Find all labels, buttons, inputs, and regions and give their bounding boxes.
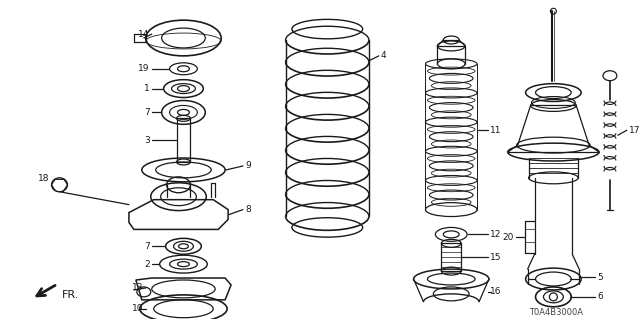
Text: 12: 12 <box>490 230 501 239</box>
Text: 9: 9 <box>245 162 251 171</box>
Text: 7: 7 <box>144 242 150 251</box>
Text: 3: 3 <box>144 136 150 145</box>
Text: T0A4B3000A: T0A4B3000A <box>529 308 583 317</box>
Text: 16: 16 <box>490 287 501 296</box>
Text: 2: 2 <box>144 260 150 268</box>
Text: 4: 4 <box>381 52 387 60</box>
Text: 20: 20 <box>502 233 514 242</box>
Text: 1: 1 <box>144 84 150 93</box>
Text: 13: 13 <box>132 284 144 292</box>
Text: 19: 19 <box>138 64 150 73</box>
Text: 14: 14 <box>138 29 150 38</box>
Text: 18: 18 <box>38 174 49 183</box>
Text: 17: 17 <box>628 126 640 135</box>
Text: FR.: FR. <box>61 290 79 300</box>
Text: 11: 11 <box>490 126 501 135</box>
Text: 8: 8 <box>245 205 251 214</box>
Text: 10: 10 <box>132 304 144 313</box>
Text: 5: 5 <box>597 273 603 282</box>
Text: 6: 6 <box>597 292 603 301</box>
Text: 7: 7 <box>144 108 150 117</box>
Text: 15: 15 <box>490 253 501 262</box>
